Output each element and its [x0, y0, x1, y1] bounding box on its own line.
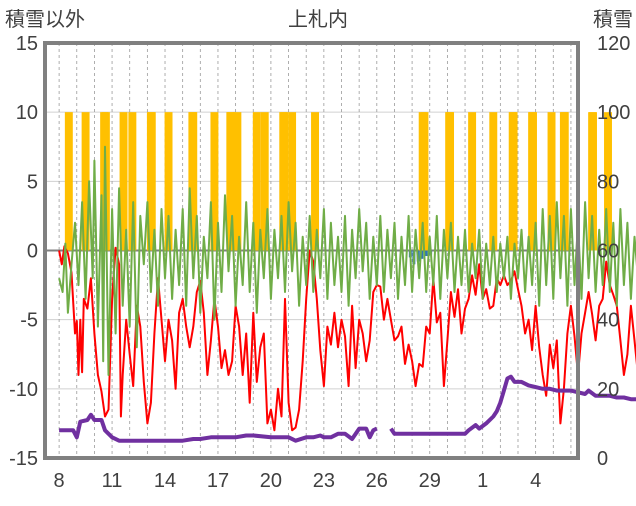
precipitation-bar: [260, 112, 269, 251]
right-tick-label: 60: [597, 241, 619, 263]
precipitation-bar: [64, 112, 73, 251]
right-tick-label: 120: [597, 33, 630, 55]
x-tick-label: 17: [207, 470, 229, 492]
precipitation-bar: [128, 112, 137, 251]
precipitation-bar: [210, 112, 219, 251]
right-tick-label: 40: [597, 310, 619, 332]
precipitation-bar: [604, 112, 612, 251]
plot-frame: [43, 41, 580, 460]
precipitation-bar: [509, 112, 518, 251]
x-tick-label: 8: [54, 470, 65, 492]
precipitation-bar: [233, 112, 242, 251]
x-tick-label: 23: [313, 470, 335, 492]
precipitation-bar: [468, 112, 477, 251]
precipitation-bar: [489, 112, 498, 251]
precipitation-bar: [420, 112, 429, 251]
left-tick-label: 10: [16, 102, 38, 124]
series-line-積雪: [389, 374, 636, 436]
x-tick-label: 4: [530, 470, 541, 492]
precipitation-bar: [147, 112, 156, 251]
negative-bar: [420, 250, 424, 259]
left-tick-label: 5: [27, 171, 38, 193]
precipitation-bar: [164, 112, 173, 251]
precipitation-bar: [446, 112, 455, 251]
precipitation-bar: [288, 112, 297, 251]
precipitation-bar: [280, 112, 289, 251]
chart-title: 上札内: [288, 8, 348, 31]
left-tick-label: -15: [9, 448, 38, 470]
right-tick-label: 0: [597, 448, 608, 470]
right-tick-label: 20: [597, 379, 619, 401]
x-tick-label: 14: [154, 470, 176, 492]
x-tick-label: 11: [102, 470, 123, 492]
precipitation-bar: [547, 112, 556, 251]
right-axis-title: 積雪: [593, 8, 633, 31]
precipitation-bar: [589, 112, 597, 251]
left-tick-label: -5: [20, 310, 38, 332]
series-line-積雪: [59, 412, 378, 443]
left-tick-label: -10: [9, 379, 38, 401]
precipitation-bar: [311, 112, 320, 251]
x-tick-label: 20: [260, 470, 282, 492]
precipitation-bar: [81, 112, 90, 251]
precipitation-bar: [529, 112, 537, 251]
right-tick-label: 100: [597, 102, 630, 124]
x-tick-label: 26: [366, 470, 388, 492]
right-tick-label: 80: [597, 171, 619, 193]
negative-bar: [424, 250, 428, 257]
left-tick-label: 0: [27, 241, 38, 263]
precipitation-bar: [119, 112, 128, 251]
series-line-日照・降水: [58, 145, 636, 376]
precipitation-bar: [252, 112, 261, 251]
precipitation-bar: [227, 112, 236, 251]
left-tick-label: 15: [16, 33, 38, 55]
precipitation-bar: [189, 112, 198, 251]
x-tick-label: 1: [477, 470, 488, 492]
x-tick-label: 29: [419, 470, 441, 492]
left-axis-title: 積雪以外: [5, 8, 85, 31]
precipitation-bar: [560, 112, 569, 251]
series-line-気温: [58, 245, 636, 432]
